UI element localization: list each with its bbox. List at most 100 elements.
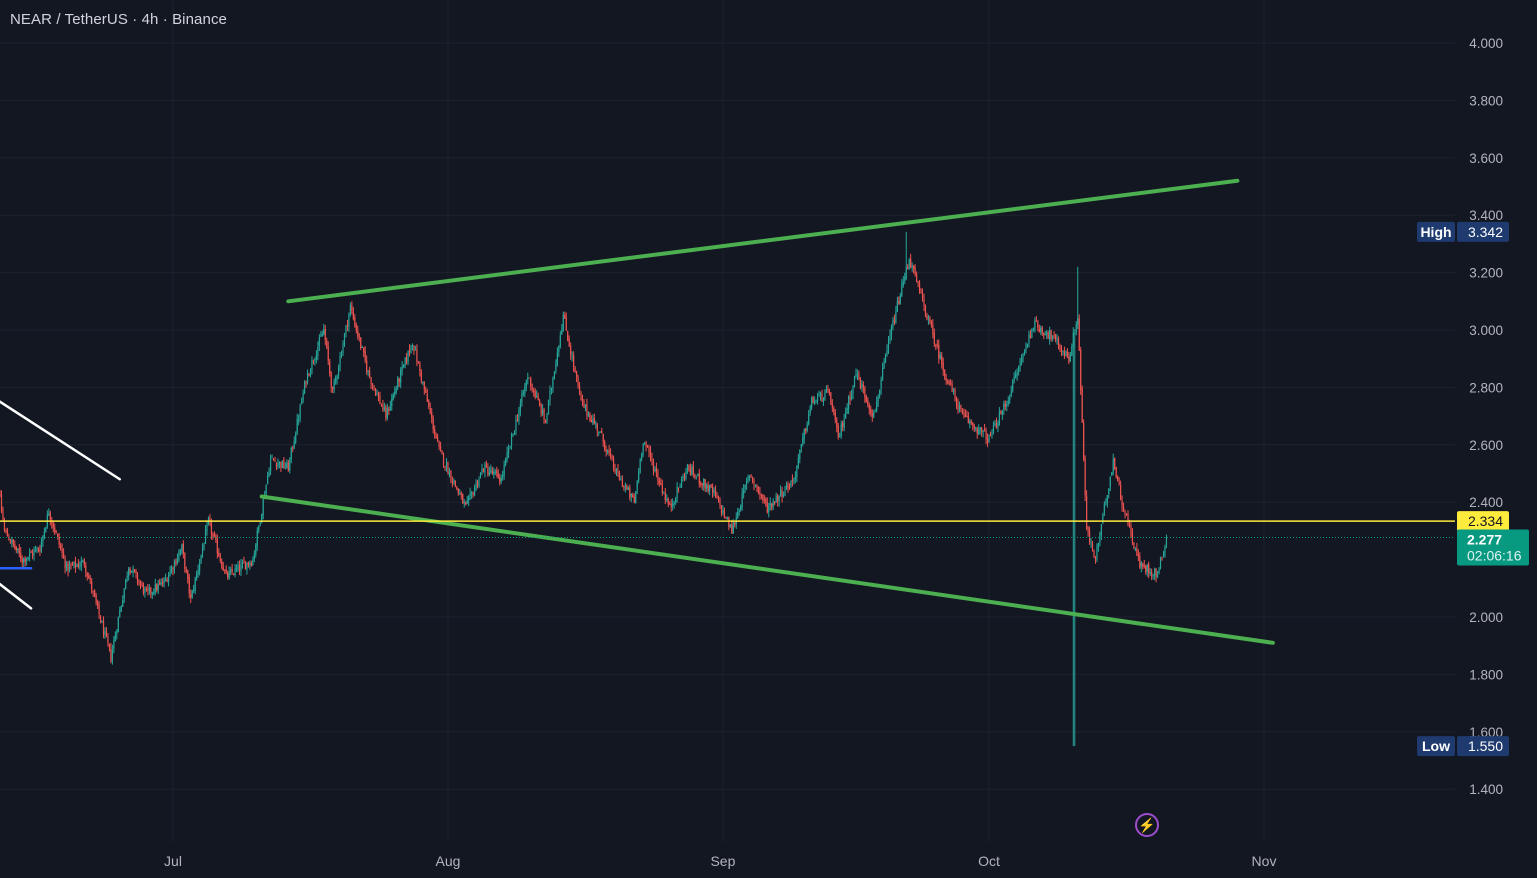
candle-body [507, 448, 510, 454]
candle-body [666, 498, 668, 500]
grid-lines [0, 0, 1455, 842]
candle-body [1072, 332, 1074, 348]
candle-body [1142, 563, 1144, 567]
candle-body [766, 502, 768, 513]
candle-body [40, 541, 43, 552]
candle-body [1165, 537, 1168, 546]
candle-body [453, 480, 455, 483]
candle-body [379, 395, 381, 404]
candle-body [654, 468, 656, 471]
candle-body [553, 372, 556, 380]
candle-body [45, 527, 47, 532]
candle-body [988, 434, 990, 442]
candle-body [414, 349, 417, 351]
candle-body [188, 577, 190, 594]
candle-body [340, 354, 343, 356]
candle-body [882, 368, 884, 380]
candle-body [182, 543, 184, 554]
candle-body [1136, 548, 1138, 555]
candle-body [135, 571, 137, 574]
candle-body [131, 570, 133, 573]
candle-body [60, 545, 62, 549]
candle-body [877, 397, 879, 402]
candle-body [750, 475, 752, 478]
candle-body [751, 476, 754, 481]
candle-body [64, 557, 66, 569]
candle-body [298, 418, 300, 420]
candle-body [981, 427, 983, 432]
candle-body [1121, 500, 1123, 507]
candle-body [546, 414, 548, 422]
candle-body [432, 418, 434, 430]
candle-body [997, 424, 999, 428]
candle-body [549, 391, 551, 401]
candle-body [267, 475, 269, 484]
candle-body [1102, 514, 1104, 524]
candle-body [876, 401, 878, 411]
candle-body [6, 530, 9, 537]
lightning-icon[interactable]: ⚡ [1135, 813, 1159, 837]
candle-body [926, 314, 928, 320]
candle-body [201, 548, 204, 554]
candle-body [1109, 476, 1111, 488]
candle-body [65, 563, 68, 570]
candle-body [593, 418, 595, 424]
candle-body [105, 630, 108, 637]
time-axis[interactable]: Jul Aug Sep Oct Nov [164, 853, 1276, 869]
candle-body [358, 336, 360, 338]
candle-body [1120, 485, 1122, 500]
candle-body [401, 366, 403, 371]
candle-body [1028, 334, 1030, 344]
candle-body [366, 360, 368, 372]
candle-body [621, 479, 624, 487]
candlestick-series [0, 231, 1168, 747]
candle-body [581, 398, 584, 401]
candle-body [809, 406, 811, 414]
candle-body [395, 388, 397, 393]
candle-body [159, 583, 161, 585]
candle-body [420, 371, 422, 382]
candle-body [916, 274, 918, 282]
candle-body [607, 450, 609, 452]
candle-body [315, 355, 317, 360]
candle-body [79, 565, 81, 567]
candle-body [685, 470, 687, 479]
candle-body [1063, 350, 1066, 357]
candle-body [865, 396, 867, 402]
candle-body [0, 495, 3, 512]
candle-body [655, 467, 658, 473]
symbol-title[interactable]: NEAR / TetherUS · 4h · Binance [10, 11, 227, 28]
candle-body [308, 374, 310, 376]
drawings-layer[interactable] [0, 178, 1455, 645]
candle-body [856, 374, 859, 376]
candle-body [883, 361, 885, 369]
candle-body [160, 582, 162, 585]
candle-body [791, 479, 794, 482]
candle-body [194, 578, 196, 591]
candle-body [97, 602, 99, 606]
candle-body [725, 518, 727, 520]
candle-body [552, 378, 554, 389]
candle-body [187, 570, 189, 579]
candle-body [584, 404, 587, 408]
candle-body [218, 552, 220, 557]
candle-body [88, 575, 90, 579]
candle-body [518, 410, 520, 422]
candle-body [1091, 543, 1094, 550]
candle-body [342, 343, 344, 354]
candle-body [556, 352, 558, 365]
price-axis[interactable]: 4.000 3.800 3.600 3.400 3.200 3.000 2.800 2.600… [1469, 36, 1503, 797]
candle-body [200, 554, 202, 563]
candle-body [1059, 345, 1061, 350]
price-tick-label: 3.600 [1469, 151, 1503, 166]
candle-body [383, 407, 386, 410]
candle-body [101, 622, 103, 624]
candle-body [707, 484, 709, 492]
candle-body [336, 375, 338, 380]
candle-body [404, 357, 406, 366]
candle-body [1010, 391, 1012, 397]
candle-body [98, 605, 100, 615]
candle-body [231, 568, 233, 573]
candle-body [1151, 571, 1153, 576]
